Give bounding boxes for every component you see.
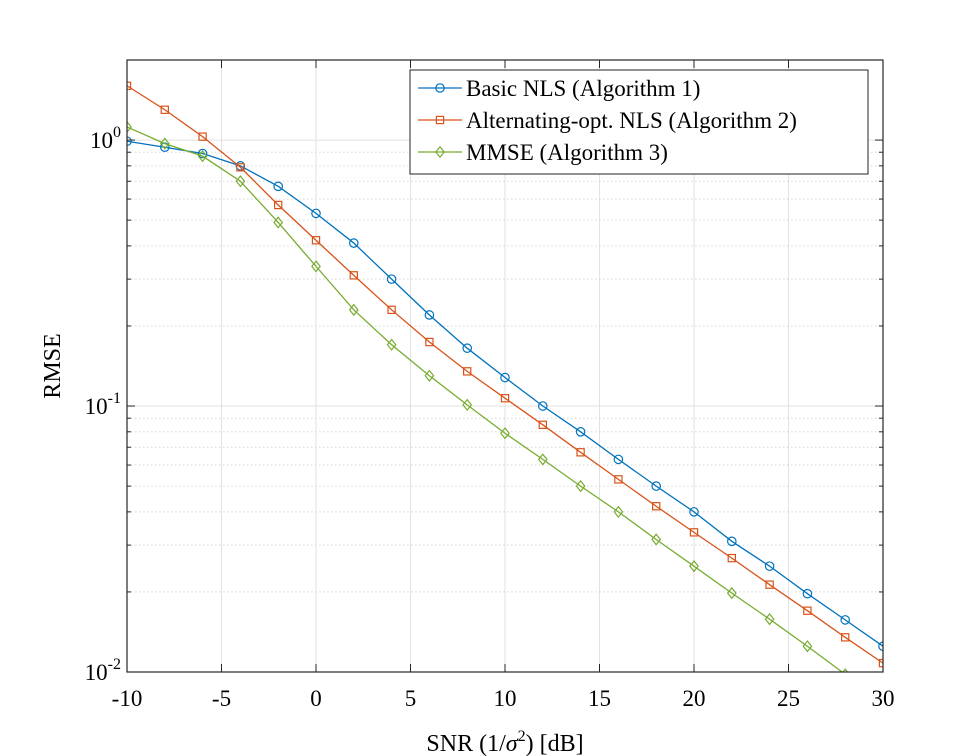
data-point <box>764 561 775 571</box>
x-tick-label: 20 <box>683 686 706 711</box>
data-point <box>386 338 397 351</box>
y-tick-label: 10-1 <box>85 390 121 419</box>
data-point <box>764 613 775 626</box>
data-point <box>311 236 321 245</box>
data-point <box>840 633 850 642</box>
data-point <box>500 427 510 440</box>
data-point <box>159 137 170 150</box>
x-tick-label: 0 <box>310 686 322 711</box>
x-tick-label: -10 <box>112 686 143 711</box>
tick-labels: -10 -5 0 5 10 15 20 25 30 100 10-1 10-2 <box>85 124 895 711</box>
data-point <box>537 453 548 466</box>
legend-label: Alternating-opt. NLS (Algorithm 2) <box>466 108 797 133</box>
data-point <box>651 481 661 491</box>
data-point <box>613 505 624 519</box>
data-point <box>273 181 283 192</box>
data-point <box>274 200 283 210</box>
data-point <box>537 401 548 411</box>
legend-box <box>409 69 869 175</box>
data-point <box>802 640 813 653</box>
legend-label: MMSE (Algorithm 3) <box>466 140 668 165</box>
data-point <box>424 310 435 320</box>
ticks <box>126 59 884 673</box>
y-tick-label: 100 <box>90 124 121 153</box>
legend-marker <box>435 115 445 125</box>
data-point <box>576 448 585 457</box>
data-point <box>424 369 435 382</box>
data-point <box>803 606 812 615</box>
data-point <box>765 580 774 589</box>
x-tick-label: 30 <box>872 686 895 711</box>
x-axis-title: SNR (1/σ2) [dB] <box>426 728 583 756</box>
data-point <box>387 305 396 315</box>
data-point <box>462 343 472 353</box>
data-point <box>689 507 699 517</box>
x-tick-label: 10 <box>494 686 517 711</box>
data-point <box>575 479 586 493</box>
data-point <box>575 427 586 437</box>
data-point <box>462 398 473 412</box>
data-point <box>651 533 662 546</box>
legend-marker <box>435 145 445 159</box>
y-axis-title: RMSE <box>40 333 66 398</box>
data-point <box>197 149 208 163</box>
data-point <box>311 208 321 219</box>
data-point <box>273 216 284 229</box>
y-tick-label: 10-2 <box>85 656 121 685</box>
data-point <box>197 148 208 159</box>
data-point <box>348 238 359 248</box>
data-point <box>160 105 169 114</box>
series-line <box>127 85 883 664</box>
data-point <box>425 337 434 347</box>
legend-marker <box>435 83 445 93</box>
legend-label: Basic NLS (Algorithm 1) <box>466 76 700 101</box>
data-point <box>463 367 472 376</box>
data-point <box>500 394 510 403</box>
data-point <box>538 420 548 430</box>
data-point <box>614 475 623 484</box>
data-point <box>689 560 699 573</box>
data-point <box>349 271 359 280</box>
x-tick-label: -5 <box>212 686 231 711</box>
data-point <box>726 536 737 547</box>
data-point <box>500 372 510 383</box>
data-point <box>802 588 813 599</box>
x-tick-label: 25 <box>777 686 800 711</box>
legend: Basic NLS (Algorithm 1) Alternating-opt. … <box>409 69 869 175</box>
data-point <box>878 658 883 668</box>
data-point <box>727 553 737 563</box>
data-point <box>651 502 661 511</box>
x-tick-label: 5 <box>405 686 417 711</box>
data-point <box>348 303 359 316</box>
data-point <box>235 175 246 188</box>
series-line <box>127 126 844 672</box>
data-point <box>386 274 397 284</box>
data-point <box>198 132 207 141</box>
series-3 <box>127 120 849 672</box>
data-point <box>236 163 245 172</box>
series-1 <box>127 136 883 652</box>
data-point <box>311 260 321 273</box>
data-point <box>840 615 850 625</box>
series-group <box>127 81 883 672</box>
data-point <box>726 586 737 600</box>
data-point <box>689 528 699 537</box>
series-line <box>127 140 883 647</box>
data-point <box>613 454 624 465</box>
data-point <box>127 120 132 134</box>
x-tick-label: 15 <box>588 686 611 711</box>
